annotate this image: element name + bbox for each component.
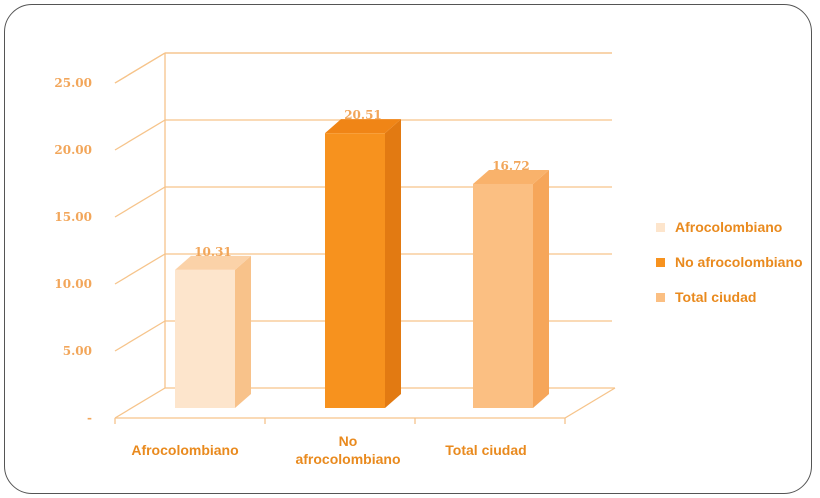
bar-top-afrocolombiano [175,255,251,270]
legend-swatch-afrocolombiano [656,222,665,232]
chart-frame [4,4,812,494]
legend-label-total-ciudad: Total ciudad [675,289,757,305]
gridline-side-0 [114,387,166,419]
gridline-side-1 [114,320,166,352]
gridline-side-4 [114,119,166,151]
y-tick-label-4: 20.00 [54,143,92,157]
bar-total-ciudad [473,183,533,408]
x-label-afrocolombiano: Afrocolombiano [131,442,238,458]
x-label-total-ciudad: Total ciudad [445,442,526,458]
bar-afrocolombiano [175,269,235,408]
data-label-total-ciudad: 16.72 [492,159,530,173]
legend-swatch-total-ciudad [656,292,665,302]
y-tick-label-1: 5.00 [63,344,92,358]
legend: Afrocolombiano No afrocolombiano Total c… [656,218,803,323]
bar-side-total-ciudad [533,169,549,408]
bar-top-total-ciudad [473,169,549,184]
legend-item-no-afrocolombiano: No afrocolombiano [656,253,803,271]
legend-swatch-no-afrocolombiano [656,257,665,267]
legend-item-total-ciudad: Total ciudad [656,288,803,306]
legend-label-no-afrocolombiano: No afrocolombiano [675,254,803,270]
legend-label-afrocolombiano: Afrocolombiano [675,219,783,235]
bar-no-afrocolombiano [325,133,385,408]
x-label-no-afrocolombiano: No afrocolombiano [295,433,400,467]
legend-item-afrocolombiano: Afrocolombiano [656,218,803,236]
y-tick-label-0: - [87,411,92,425]
y-tick-label-3: 15.00 [54,210,92,224]
gridline-side-3 [114,186,166,218]
y-tick-label-2: 10.00 [54,277,92,291]
data-label-no-afrocolombiano: 20.51 [344,108,382,122]
bar-side-afrocolombiano [235,255,251,408]
gridline-side-2 [114,253,166,285]
bar-side-no-afrocolombiano [385,119,401,408]
data-label-afrocolombiano: 10.31 [194,245,232,259]
bar-top-no-afrocolombiano [325,119,401,134]
gridline-side-top [114,52,166,84]
y-tick-label-5: 25.00 [54,76,92,90]
